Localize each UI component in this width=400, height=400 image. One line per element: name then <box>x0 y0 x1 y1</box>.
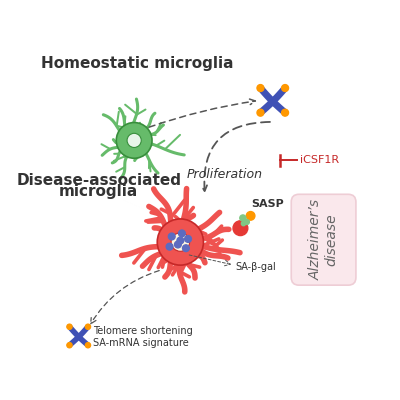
Circle shape <box>67 324 72 329</box>
Circle shape <box>127 133 141 148</box>
Circle shape <box>171 233 190 251</box>
Circle shape <box>240 215 246 221</box>
Text: Homeostatic microglia: Homeostatic microglia <box>41 56 234 71</box>
Circle shape <box>116 122 152 158</box>
Text: SA-β-gal: SA-β-gal <box>236 262 276 272</box>
Text: Disease-associated: Disease-associated <box>16 173 181 188</box>
Circle shape <box>85 343 90 348</box>
Circle shape <box>257 84 264 92</box>
FancyArrowPatch shape <box>202 122 270 191</box>
Circle shape <box>177 237 184 244</box>
Circle shape <box>282 84 288 92</box>
Circle shape <box>85 324 90 329</box>
Circle shape <box>157 219 204 265</box>
Text: Alzheimer’s
disease: Alzheimer’s disease <box>308 199 339 280</box>
Circle shape <box>182 245 189 252</box>
Text: Telomere shortening: Telomere shortening <box>92 326 192 336</box>
Circle shape <box>257 109 264 116</box>
Text: SASP: SASP <box>251 198 284 208</box>
Circle shape <box>233 221 248 236</box>
Text: SA-mRNA signature: SA-mRNA signature <box>92 338 188 348</box>
Circle shape <box>282 109 288 116</box>
Text: iCSF1R: iCSF1R <box>300 156 339 166</box>
Text: microglia: microglia <box>59 184 138 199</box>
Circle shape <box>174 241 181 248</box>
Circle shape <box>178 230 185 237</box>
Circle shape <box>241 222 246 226</box>
Circle shape <box>166 243 173 250</box>
Circle shape <box>244 220 249 224</box>
Text: Proliferation: Proliferation <box>187 168 263 181</box>
Circle shape <box>168 233 175 240</box>
Circle shape <box>185 236 192 242</box>
FancyBboxPatch shape <box>291 194 356 285</box>
Circle shape <box>67 343 72 348</box>
Circle shape <box>246 212 255 220</box>
